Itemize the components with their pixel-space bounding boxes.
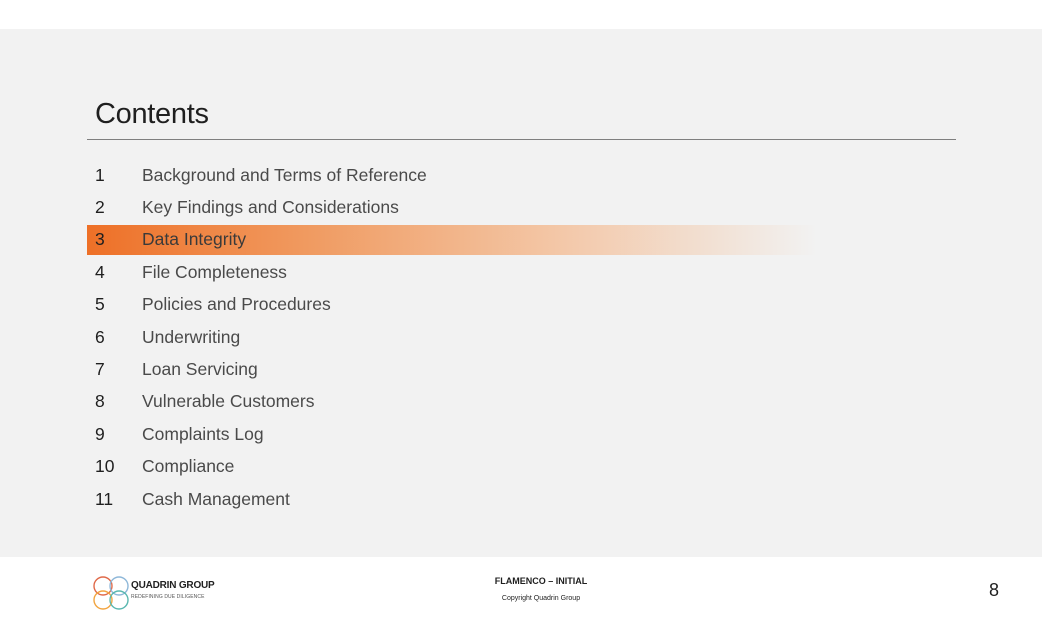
toc-item-number: 8 — [95, 391, 105, 412]
toc-item-label: Data Integrity — [142, 229, 247, 250]
toc-item[interactable]: 7 Loan Servicing — [87, 353, 956, 385]
toc-item-active[interactable]: 3 Data Integrity — [87, 224, 956, 256]
toc-item-label: Underwriting — [142, 326, 241, 347]
toc-item[interactable]: 8 Vulnerable Customers — [87, 386, 956, 418]
top-band — [0, 0, 1042, 29]
toc-item-number: 3 — [95, 229, 105, 250]
table-of-contents: 1 Background and Terms of Reference 2 Key F… — [87, 159, 956, 515]
toc-item-label: Vulnerable Customers — [142, 391, 315, 412]
toc-item-label: Key Findings and Considerations — [142, 197, 399, 218]
toc-item[interactable]: 4 File Completeness — [87, 256, 956, 288]
toc-item-number: 9 — [95, 423, 105, 444]
toc-item-label: Cash Management — [142, 488, 290, 509]
toc-item[interactable]: 5 Policies and Procedures — [87, 289, 956, 321]
slide-background — [0, 29, 1042, 557]
toc-item-number: 1 — [95, 164, 105, 185]
quadrin-logo-icon — [93, 576, 129, 610]
toc-item-number: 7 — [95, 359, 105, 380]
toc-item-number: 10 — [95, 456, 115, 477]
toc-item-number: 4 — [95, 261, 105, 282]
toc-item[interactable]: 1 Background and Terms of Reference — [87, 159, 956, 191]
title-divider — [87, 139, 956, 140]
toc-item-number: 6 — [95, 326, 105, 347]
toc-item-label: File Completeness — [142, 261, 287, 282]
toc-item-label: Complaints Log — [142, 423, 264, 444]
toc-item-label: Background and Terms of Reference — [142, 164, 427, 185]
footer-copyright: Copyright Quadrin Group — [501, 595, 581, 602]
footer — [0, 557, 1042, 643]
toc-item-label: Policies and Procedures — [142, 294, 331, 315]
toc-item-number: 11 — [95, 488, 114, 509]
toc-item-number: 2 — [95, 197, 105, 218]
toc-item-label: Loan Servicing — [142, 359, 258, 380]
toc-item-number: 5 — [95, 294, 105, 315]
logo-tagline: REDEFINING DUE DILIGENCE — [131, 594, 205, 600]
logo-name: QUADRIN GROUP — [131, 580, 215, 591]
toc-item[interactable]: 10 Compliance — [87, 451, 956, 483]
toc-item[interactable]: 11 Cash Management — [87, 483, 956, 515]
toc-item[interactable]: 9 Complaints Log — [87, 418, 956, 450]
page-number: 8 — [988, 580, 999, 600]
toc-item[interactable]: 6 Underwriting — [87, 321, 956, 353]
toc-item[interactable]: 2 Key Findings and Considerations — [87, 191, 956, 223]
page-title: Contents — [95, 98, 209, 130]
footer-title: FLAMENCO – INITIAL — [494, 576, 588, 586]
toc-item-label: Compliance — [142, 456, 235, 477]
